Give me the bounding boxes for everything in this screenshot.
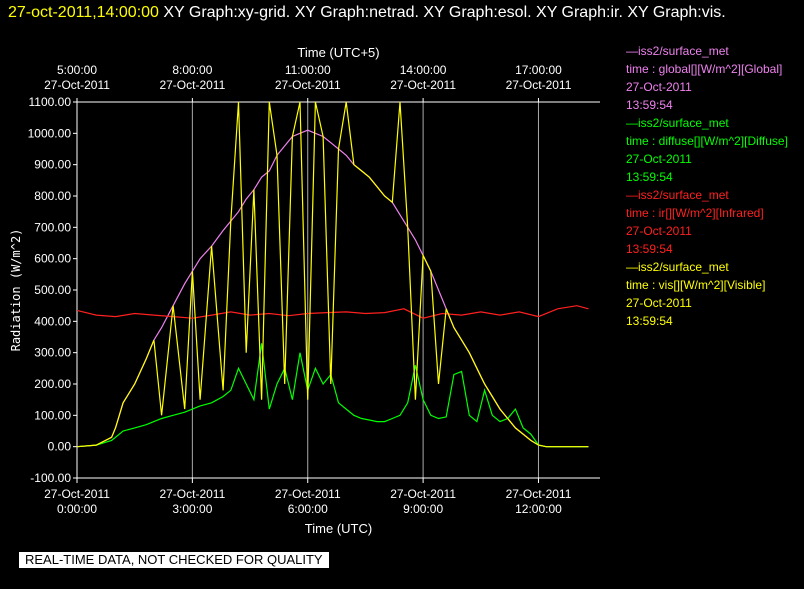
legend-source: —iss2/surface_met bbox=[626, 188, 729, 202]
x-tick-time-label: 12:00:00 bbox=[515, 502, 562, 516]
legend-source: —iss2/surface_met bbox=[626, 44, 729, 58]
x-tick-date-label: 27-Oct-2011 bbox=[159, 487, 225, 501]
x-tick-time-label: 6:00:00 bbox=[288, 502, 328, 516]
top-tick-date-label: 27-Oct-2011 bbox=[159, 78, 225, 92]
y-tick-label: 200.00 bbox=[34, 377, 71, 391]
top-tick-date-label: 27-Oct-2011 bbox=[275, 78, 341, 92]
y-tick-label: 0.00 bbox=[48, 440, 72, 454]
top-tick-date-label: 27-Oct-2011 bbox=[506, 78, 572, 92]
top-tick-time-label: 11:00:00 bbox=[285, 63, 331, 77]
y-tick-label: 100.00 bbox=[34, 408, 71, 422]
graph-title-bar: 27-oct-2011,14:00:00 XY Graph:xy-grid. X… bbox=[8, 2, 804, 23]
x-tick-date-label: 27-Oct-2011 bbox=[44, 487, 110, 501]
x-tick-date-label: 27-Oct-2011 bbox=[506, 487, 572, 501]
x-axis-title: Time (UTC) bbox=[305, 521, 372, 536]
timestamp-label: 27-oct-2011,14:00:00 bbox=[8, 4, 159, 21]
x-tick-time-label: 0:00:00 bbox=[57, 502, 97, 516]
legend-time: 13:59:54 bbox=[626, 314, 673, 328]
top-tick-time-label: 17:00:00 bbox=[515, 63, 562, 77]
series-line-ir bbox=[76, 305, 589, 319]
top-tick-time-label: 8:00:00 bbox=[172, 63, 212, 77]
top-tick-time-label: 14:00:00 bbox=[400, 63, 447, 77]
graph-list-label: XY Graph:xy-grid. XY Graph:netrad. XY Gr… bbox=[158, 4, 726, 21]
legend-date: 27-Oct-2011 bbox=[626, 152, 692, 166]
y-tick-label: 600.00 bbox=[34, 252, 71, 266]
legend-field: time : ir[][W/m^2][Infrared] bbox=[626, 206, 764, 220]
legend-time: 13:59:54 bbox=[626, 170, 673, 184]
series-line-diffuse bbox=[76, 343, 589, 448]
y-tick-label: -100.00 bbox=[30, 471, 71, 485]
y-tick-label: 900.00 bbox=[34, 158, 71, 172]
y-tick-label: 500.00 bbox=[34, 283, 71, 297]
legend-time: 13:59:54 bbox=[626, 98, 673, 112]
legend-field: time : global[][W/m^2][Global] bbox=[626, 62, 783, 76]
y-tick-label: 400.00 bbox=[34, 314, 71, 328]
legend-source: —iss2/surface_met bbox=[626, 116, 729, 130]
x-tick-date-label: 27-Oct-2011 bbox=[390, 487, 456, 501]
top-tick-date-label: 27-Oct-2011 bbox=[390, 78, 456, 92]
y-tick-label: 300.00 bbox=[34, 346, 71, 360]
y-tick-label: 800.00 bbox=[34, 189, 71, 203]
quality-disclaimer: REAL-TIME DATA, NOT CHECKED FOR QUALITY bbox=[19, 552, 329, 568]
y-tick-label: 1100.00 bbox=[29, 95, 72, 109]
legend-date: 27-Oct-2011 bbox=[626, 80, 692, 94]
legend-source: —iss2/surface_met bbox=[626, 260, 729, 274]
series-line-vis bbox=[76, 101, 589, 448]
legend-field: time : vis[][W/m^2][Visible] bbox=[626, 278, 766, 292]
legend-date: 27-Oct-2011 bbox=[626, 296, 692, 310]
legend-date: 27-Oct-2011 bbox=[626, 224, 692, 238]
top-axis-title: Time (UTC+5) bbox=[297, 45, 379, 60]
series-line-global bbox=[76, 129, 589, 448]
legend-time: 13:59:54 bbox=[626, 242, 673, 256]
x-tick-time-label: 9:00:00 bbox=[403, 502, 443, 516]
x-tick-time-label: 3:00:00 bbox=[172, 502, 212, 516]
x-tick-date-label: 27-Oct-2011 bbox=[275, 487, 341, 501]
y-axis-title: Radiation (W/m^2) bbox=[9, 229, 23, 352]
top-tick-time-label: 5:00:00 bbox=[57, 63, 97, 77]
legend-field: time : diffuse[][W/m^2][Diffuse] bbox=[626, 134, 788, 148]
top-tick-date-label: 27-Oct-2011 bbox=[44, 78, 110, 92]
y-tick-label: 1000.00 bbox=[28, 126, 72, 140]
y-tick-label: 700.00 bbox=[34, 220, 71, 234]
